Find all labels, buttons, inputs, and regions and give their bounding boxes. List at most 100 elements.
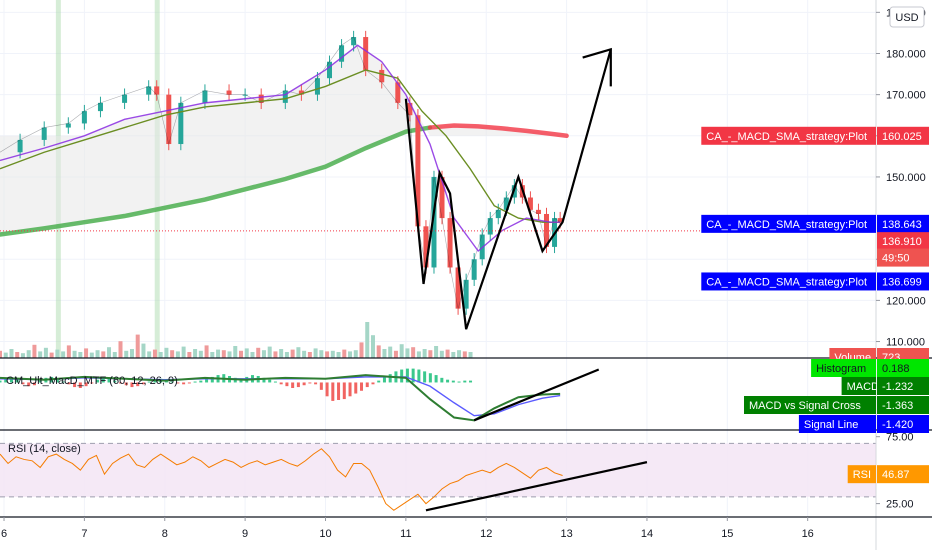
macd-histogram-bar (147, 381, 151, 383)
macd-tag-label-box (811, 359, 876, 377)
candle-body (407, 102, 413, 116)
rsi-tick-label: 75.00 (886, 432, 914, 444)
macd-histogram-bar (210, 376, 214, 383)
volume-bar (439, 350, 444, 358)
candle-body (146, 86, 152, 95)
price-tag-value: 160.025 (882, 131, 922, 143)
volume-bar (365, 322, 370, 358)
macd-histogram-bar (279, 382, 283, 385)
volume-bar (43, 347, 48, 358)
volume-bar (256, 347, 261, 358)
volume-bar (451, 352, 456, 358)
candle-body (557, 218, 563, 223)
macd-trend-line (473, 368, 600, 422)
volume-bar (250, 352, 255, 358)
volume-bar (233, 346, 238, 358)
macd-histogram-bar (113, 380, 117, 383)
time-tick-label: 6 (1, 528, 7, 540)
macd-histogram-bar (15, 379, 19, 383)
price-tag-value-box (877, 232, 929, 251)
volume-bar (457, 350, 462, 358)
volume-bar (175, 351, 180, 358)
volume-bar (89, 352, 94, 358)
projection-zigzag (404, 49, 612, 330)
macd-histogram-bar (193, 381, 197, 383)
price-tag-value: 138.643 (882, 219, 922, 231)
price-tag-label-box (701, 214, 876, 233)
candle-body (431, 176, 437, 268)
currency-button-label: USD (895, 12, 918, 24)
volume-bar (359, 342, 364, 358)
volume-bar (296, 347, 301, 358)
rsi-tick-label: 25.00 (886, 499, 914, 511)
candle-body (455, 267, 461, 309)
volume-bar (38, 351, 43, 358)
volume-bar (416, 351, 421, 358)
volume-bar (66, 345, 71, 358)
macd-histogram-bar (354, 382, 358, 394)
macd-histogram-bar (428, 373, 432, 383)
macd-tag-value-box (877, 396, 929, 414)
price-pane (0, 30, 876, 358)
candle-body (17, 139, 23, 153)
macd-histogram-bar (371, 382, 375, 385)
volume-bar (422, 349, 427, 358)
candle-body (395, 82, 401, 103)
candle-body (65, 123, 71, 128)
price-tag-value: 136.699 (882, 276, 922, 288)
candle-body (178, 102, 184, 145)
volume-bar (0, 350, 2, 358)
macd-histogram-bar (141, 382, 145, 385)
candle-body (97, 102, 103, 112)
volume-bar (342, 349, 347, 358)
price-tag-value: 136.910 (882, 236, 922, 248)
macd-histogram-bar (67, 382, 71, 385)
candle-body (379, 69, 385, 83)
macd-histogram-bar (268, 379, 272, 383)
macd-histogram-bar (262, 377, 266, 383)
macd-histogram-bar (199, 380, 203, 383)
macd-histogram-bar (107, 378, 111, 383)
volume-bar (181, 346, 186, 358)
volume-bar (78, 352, 83, 358)
macd-histogram-bar (405, 368, 409, 383)
macd-histogram-bar (182, 382, 186, 385)
macd-histogram-bar (331, 382, 335, 401)
volume-bar (170, 350, 175, 358)
macd-histogram-bar (32, 382, 36, 386)
macd-histogram-bar (9, 377, 13, 383)
macd-histogram-bar (291, 382, 295, 388)
volume-bar (273, 351, 278, 358)
volume-bar (216, 349, 221, 358)
volume-bar (325, 351, 330, 358)
volume-bar (313, 348, 318, 358)
volume-bar (428, 350, 433, 358)
candle-body (463, 279, 469, 309)
price-tag-label-box (701, 272, 876, 291)
macd-histogram-bar (101, 377, 105, 383)
macd-indicator-title[interactable]: CM_Ult_MacD_MTF (60, 12, 26, 9) (6, 375, 178, 387)
currency-button[interactable] (889, 6, 925, 28)
macd-histogram-bar (314, 382, 318, 385)
volume-bar (267, 346, 272, 358)
price-tick-label: 170.000 (886, 90, 926, 102)
volume-bar (118, 341, 123, 358)
volume-bar (382, 349, 387, 358)
long-ma-line (0, 125, 433, 237)
volume-bar (187, 352, 192, 358)
time-tick-label: 12 (480, 528, 492, 540)
macd-histogram-bar (308, 382, 312, 384)
volume-bar (15, 352, 20, 358)
time-tick-label: 13 (560, 528, 572, 540)
macd-histogram-bar (170, 381, 174, 383)
time-tick-label: 9 (242, 528, 248, 540)
volume-bar (244, 348, 249, 358)
macd-histogram-bar (337, 382, 341, 400)
price-tag-label: CA_-_MACD_SMA_strategy:Plot (706, 219, 867, 231)
candle-body (471, 259, 477, 280)
rsi-band (0, 443, 876, 497)
volume-bar (445, 349, 450, 358)
candle-body (258, 94, 264, 103)
rsi-indicator-title[interactable]: RSI (14, close) (8, 443, 81, 455)
macd-histogram-bar (130, 382, 134, 388)
